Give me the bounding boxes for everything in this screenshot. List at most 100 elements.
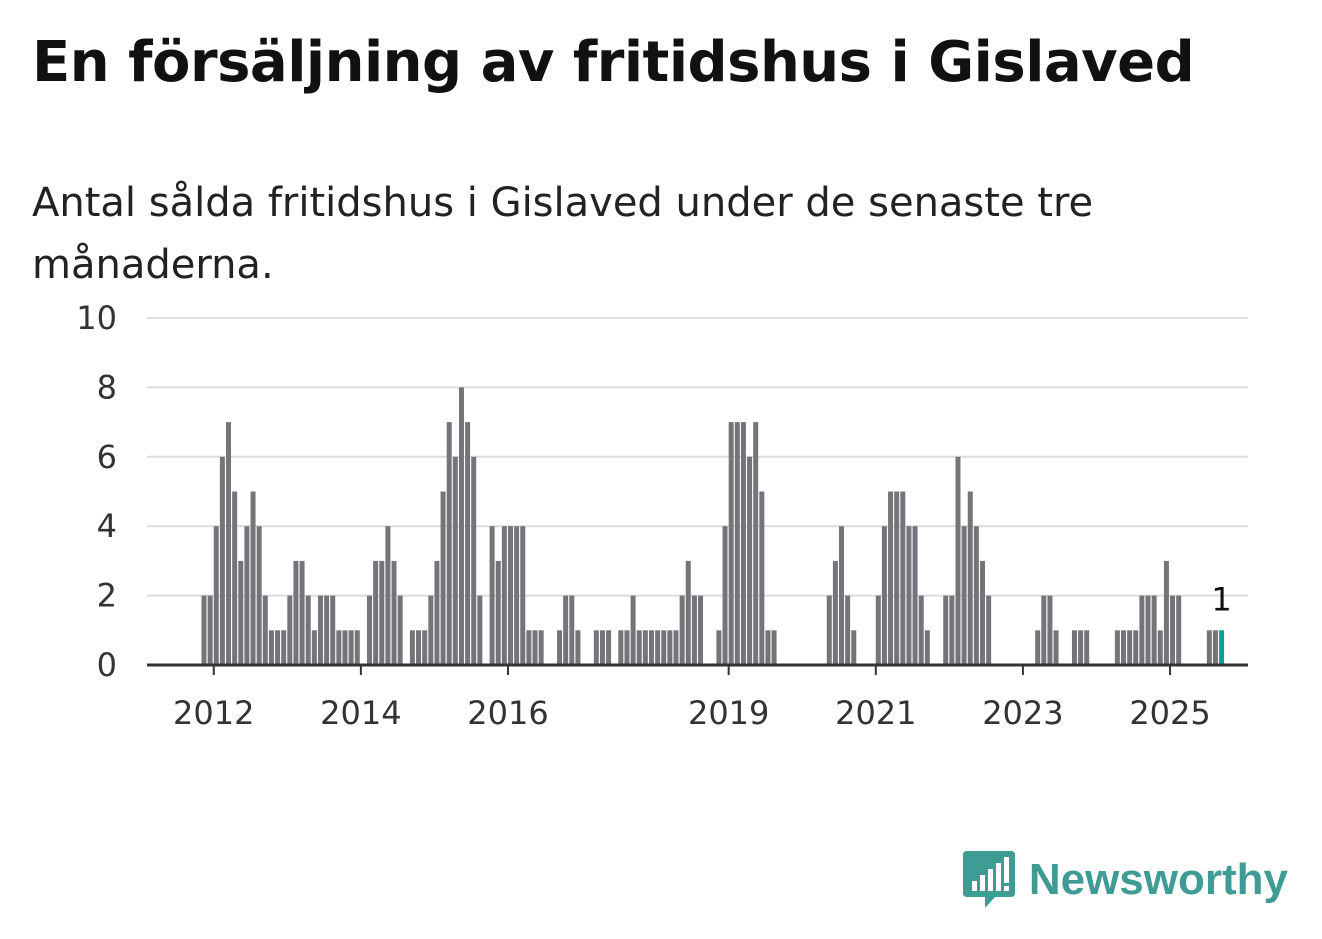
x-tick-label: 2023 [982, 694, 1063, 732]
bar [955, 456, 961, 665]
bar [648, 630, 654, 665]
bar [888, 491, 894, 665]
bar [630, 595, 636, 665]
bar [440, 491, 446, 665]
bar [428, 595, 434, 665]
bar [685, 560, 691, 665]
bar [293, 560, 299, 665]
bar [1114, 630, 1120, 665]
bar [1133, 630, 1139, 665]
bar [618, 630, 624, 665]
bar [446, 422, 452, 665]
bar [1206, 630, 1212, 665]
bar [759, 491, 765, 665]
bar [201, 595, 207, 665]
bar [244, 526, 250, 665]
bar [250, 491, 256, 665]
bar [330, 595, 336, 665]
bar [918, 595, 924, 665]
bar [1212, 630, 1218, 665]
bar [287, 595, 293, 665]
bar [471, 456, 477, 665]
bar [624, 630, 630, 665]
bar [986, 595, 992, 665]
bar [489, 526, 495, 665]
bar [747, 456, 753, 665]
bar [765, 630, 771, 665]
bar [593, 630, 599, 665]
bar [740, 422, 746, 665]
bar [342, 630, 348, 665]
bar [722, 526, 728, 665]
bar [532, 630, 538, 665]
bar [409, 630, 415, 665]
bar [563, 595, 569, 665]
x-tick-label: 2019 [688, 694, 769, 732]
bar [875, 595, 881, 665]
chart-subtitle: Antal sålda fritidshus i Gislaved under … [32, 180, 1094, 288]
bar [851, 630, 857, 665]
x-tick-label: 2012 [173, 694, 254, 732]
bar [311, 630, 317, 665]
bar [348, 630, 354, 665]
bar [501, 526, 507, 665]
x-tick-label: 2025 [1129, 694, 1210, 732]
bar [691, 595, 697, 665]
bar [213, 526, 219, 665]
bar [336, 630, 342, 665]
y-tick-label: 2 [97, 577, 117, 615]
bar [1041, 595, 1047, 665]
bar [575, 630, 581, 665]
bar [912, 526, 918, 665]
bar [299, 560, 305, 665]
bar [397, 595, 403, 665]
bar [673, 630, 679, 665]
bar [1163, 560, 1169, 665]
bar [728, 422, 734, 665]
bar [465, 422, 471, 665]
bar [495, 560, 501, 665]
bar [1145, 595, 1151, 665]
bar [281, 630, 287, 665]
bar [268, 630, 274, 665]
y-tick-label: 0 [97, 646, 117, 684]
bar [207, 595, 213, 665]
bar [422, 630, 428, 665]
bar [943, 595, 949, 665]
bar [256, 526, 262, 665]
x-tick-label: 2016 [467, 694, 548, 732]
y-tick-label: 10 [76, 299, 117, 337]
bar [924, 630, 930, 665]
bar [636, 630, 642, 665]
y-tick-label: 4 [97, 507, 117, 545]
data-label: 1 [1211, 580, 1231, 618]
brand-name: Newsworthy [1028, 855, 1288, 904]
bar [599, 630, 605, 665]
bar [753, 422, 759, 665]
bar [881, 526, 887, 665]
bar [606, 630, 612, 665]
bar [232, 491, 238, 665]
bar [734, 422, 740, 665]
bar [906, 526, 912, 665]
bar [305, 595, 311, 665]
x-tick-label: 2014 [320, 694, 401, 732]
bar-chart-logo-icon [962, 851, 1015, 908]
bar [317, 595, 323, 665]
bar [1071, 630, 1077, 665]
bar [642, 630, 648, 665]
bar [1047, 595, 1053, 665]
y-tick-label: 6 [97, 438, 117, 476]
bar [219, 456, 225, 665]
bar [373, 560, 379, 665]
bar [1121, 630, 1126, 665]
bar [262, 595, 268, 665]
bar [1078, 630, 1084, 665]
bar [1053, 630, 1059, 665]
bar [526, 630, 532, 665]
gridlines [147, 317, 1248, 597]
bar [980, 560, 986, 665]
bar [661, 630, 667, 665]
bars [201, 387, 1225, 665]
bar [226, 422, 232, 665]
